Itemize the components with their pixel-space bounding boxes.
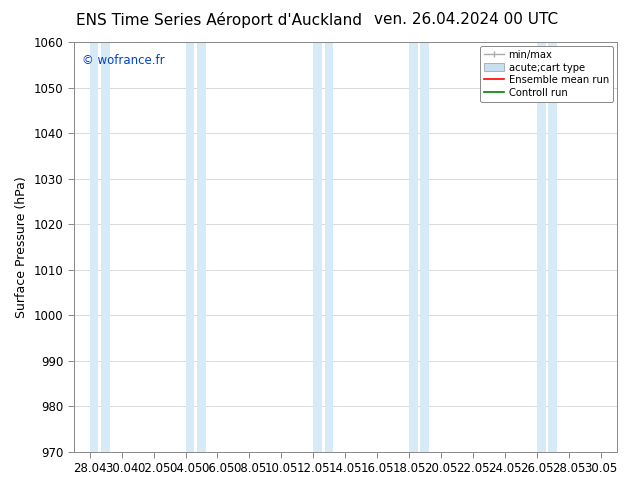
Bar [325,42,333,452]
Bar [197,42,205,452]
Bar [313,42,322,452]
Bar [186,42,195,452]
Bar [89,42,98,452]
Legend: min/max, acute;cart type, Ensemble mean run, Controll run: min/max, acute;cart type, Ensemble mean … [479,46,613,101]
Bar [537,42,546,452]
Text: © wofrance.fr: © wofrance.fr [82,54,164,67]
Bar [420,42,429,452]
Text: ven. 26.04.2024 00 UTC: ven. 26.04.2024 00 UTC [374,12,558,27]
Bar [548,42,557,452]
Bar [409,42,418,452]
Y-axis label: Surface Pressure (hPa): Surface Pressure (hPa) [15,176,28,318]
Bar [101,42,110,452]
Text: ENS Time Series Aéroport d'Auckland: ENS Time Series Aéroport d'Auckland [76,12,362,28]
